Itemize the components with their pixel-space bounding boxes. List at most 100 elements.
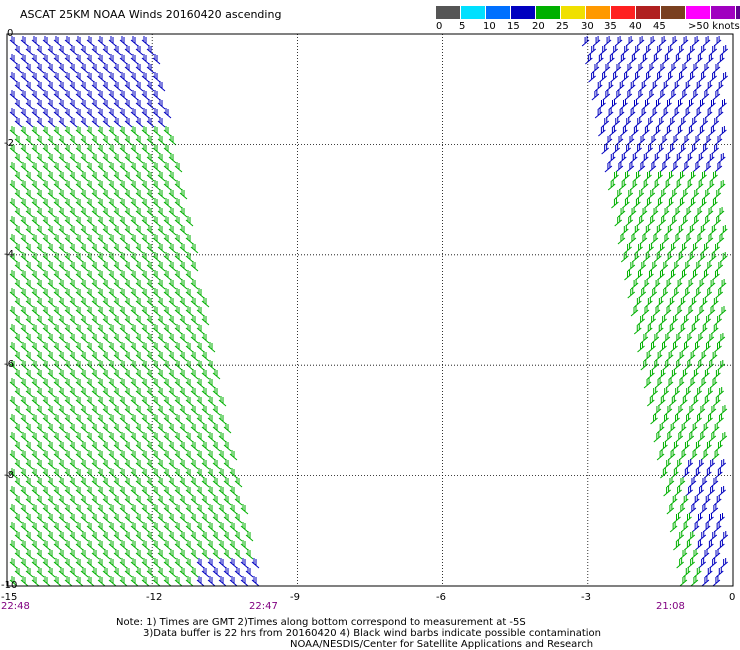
wind-barb [75, 72, 84, 83]
wind-barb [36, 459, 45, 470]
wind-barb [47, 549, 56, 560]
wind-barb [679, 243, 687, 254]
wind-barb [207, 522, 216, 533]
wind-barb [614, 216, 623, 227]
wind-barb [672, 207, 681, 218]
wind-barb [601, 117, 610, 128]
wind-barb [25, 315, 34, 326]
wind-barb [91, 63, 100, 74]
wind-barb [135, 369, 144, 380]
wind-barb [658, 216, 667, 227]
wind-barb [713, 216, 722, 227]
wind-speed-colorbar [436, 6, 740, 20]
wind-barb [598, 126, 606, 137]
wind-barb [69, 297, 78, 308]
wind-barb [670, 315, 678, 326]
wind-barb [212, 459, 221, 470]
wind-barb [20, 576, 29, 587]
wind-barb [130, 252, 139, 263]
wind-barb [682, 81, 691, 92]
wind-barb [229, 468, 238, 479]
wind-barb [708, 99, 716, 110]
wind-barb [31, 54, 40, 65]
wind-barb [9, 522, 18, 533]
wind-barb [668, 243, 676, 254]
wind-barb [152, 162, 161, 173]
wind-barb [673, 513, 681, 524]
wind-barb [697, 252, 706, 263]
wind-barb [58, 549, 67, 560]
wind-barb [36, 99, 45, 110]
wind-barb [207, 540, 216, 551]
wind-barb [86, 378, 95, 389]
wind-barb [599, 45, 608, 56]
wind-barb [168, 207, 177, 218]
wind-barb [124, 153, 133, 164]
wind-barb [31, 504, 40, 515]
wind-barb [69, 477, 78, 488]
wind-barb [707, 459, 716, 470]
wind-barb [618, 180, 627, 191]
wind-barb [212, 495, 221, 506]
wind-barb [174, 522, 183, 533]
wind-barb [702, 216, 711, 227]
wind-barb [64, 162, 73, 173]
wind-barb [637, 315, 645, 326]
wind-barb [58, 531, 67, 542]
wind-barb [163, 144, 172, 155]
wind-barb [678, 297, 686, 308]
wind-barb [201, 495, 210, 506]
wind-barb [674, 486, 682, 497]
wind-barb [9, 36, 18, 47]
colorbar-label: 10 [483, 21, 496, 32]
wind-barb [207, 486, 216, 497]
wind-barb [53, 72, 62, 83]
wind-barb [25, 387, 34, 398]
wind-barb [680, 216, 689, 227]
wind-barb [212, 567, 221, 578]
wind-barb [157, 153, 166, 164]
wind-barb [42, 432, 51, 443]
wind-barb [53, 396, 62, 407]
wind-barb [711, 117, 720, 128]
wind-barb [687, 558, 695, 569]
wind-barb [108, 126, 117, 137]
wind-barb [601, 144, 609, 155]
wind-barb [185, 414, 194, 425]
wind-barb [665, 72, 673, 83]
wind-barb [75, 432, 84, 443]
wind-barb [108, 576, 117, 587]
wind-barb [702, 189, 711, 200]
wind-barb [648, 162, 657, 173]
wind-barb [58, 495, 67, 506]
wind-barb [119, 324, 128, 335]
wind-barb [97, 270, 106, 281]
wind-barb [58, 351, 67, 362]
wind-barb [179, 207, 188, 218]
wind-barb [163, 558, 172, 569]
wind-barb [25, 333, 34, 344]
wind-barb [108, 36, 117, 47]
wind-barb [676, 378, 685, 389]
wind-barb [113, 441, 122, 452]
wind-barb [673, 540, 681, 551]
wind-barb [656, 117, 665, 128]
wind-barb [108, 342, 117, 353]
wind-barb [157, 207, 166, 218]
wind-barb [642, 252, 651, 263]
wind-barb [212, 369, 221, 380]
wind-barb [80, 567, 89, 578]
wind-barb [36, 207, 45, 218]
wind-barb [157, 81, 166, 92]
wind-barb [25, 279, 34, 290]
wind-barb [163, 198, 172, 209]
wind-barb [47, 333, 56, 344]
wind-barb [47, 279, 56, 290]
wind-barb [671, 441, 679, 452]
wind-barb [14, 171, 23, 182]
wind-barb [688, 477, 697, 488]
wind-barb [119, 504, 128, 515]
wind-barb [64, 558, 73, 569]
wind-barb [687, 351, 696, 362]
map-frame [6, 33, 734, 587]
